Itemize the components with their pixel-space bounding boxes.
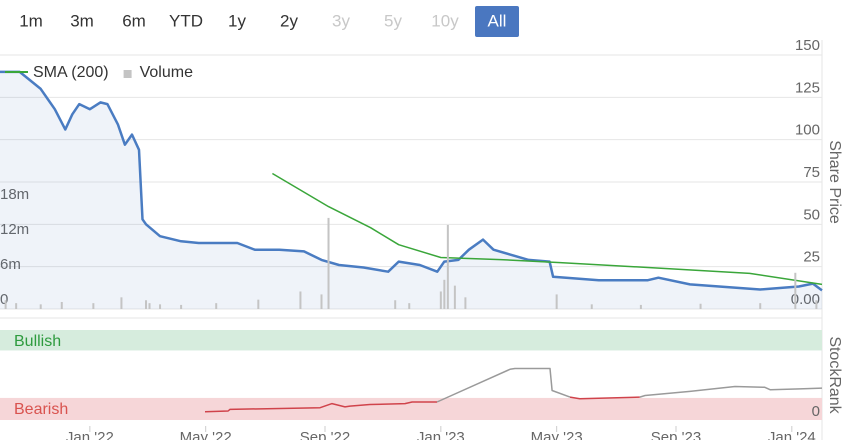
volume-bar	[299, 291, 302, 309]
x-tick-label: May '22	[180, 429, 232, 440]
range-button[interactable]: 1y	[228, 11, 246, 30]
x-tick-label: Jan '22	[66, 429, 114, 440]
volume-bar	[180, 304, 183, 309]
y-tick-label: 0.00	[791, 291, 820, 308]
range-button: 10y	[431, 11, 459, 30]
legend-label: Volume	[140, 64, 193, 81]
series-line	[436, 367, 823, 403]
volume-bar	[148, 303, 151, 309]
range-button[interactable]: YTD	[169, 11, 203, 30]
volume-bar	[257, 299, 260, 309]
y2-tick-label: 18m	[0, 186, 29, 203]
volume-bar	[145, 300, 148, 309]
price-area	[0, 71, 822, 310]
range-button[interactable]: 3m	[70, 11, 94, 30]
band-label: Bearish	[14, 401, 68, 418]
volume-bar	[464, 297, 467, 309]
volume-bar	[320, 294, 323, 309]
volume-bar	[699, 303, 702, 309]
band-label: Bullish	[14, 333, 61, 350]
volume-bar	[443, 279, 446, 309]
volume-bar	[327, 217, 330, 309]
y-axis-title: StockRank	[826, 336, 843, 414]
range-button-bg[interactable]	[475, 6, 519, 37]
y-tick-label: 0	[812, 403, 820, 420]
volume-bar	[60, 301, 63, 309]
legend-label: SMA (200)	[33, 64, 109, 81]
volume-bar	[39, 304, 42, 309]
volume-bar	[120, 297, 123, 309]
x-tick-label: Jan '24	[768, 429, 816, 440]
x-tick-label: Sep '22	[300, 429, 350, 440]
x-tick-label: Jan '23	[417, 429, 465, 440]
volume-bar	[555, 294, 558, 309]
volume-bar	[15, 303, 18, 309]
volume-bar	[92, 303, 95, 309]
volume-bar	[446, 224, 449, 309]
volume-bar	[759, 303, 762, 309]
x-tick-label: May '23	[531, 429, 583, 440]
range-button: 3y	[332, 11, 350, 30]
volume-bar	[215, 303, 218, 309]
y-tick-label: 25	[803, 249, 820, 266]
volume-bar	[794, 272, 797, 309]
volume-bar	[815, 300, 818, 309]
volume-bar	[590, 304, 593, 309]
volume-bar	[159, 304, 162, 309]
volume-bar	[639, 304, 642, 309]
range-button: 5y	[384, 11, 402, 30]
y-tick-label: 100	[795, 122, 820, 139]
range-button[interactable]: 1m	[19, 11, 43, 30]
volume-bar	[453, 285, 456, 309]
band	[0, 397, 822, 420]
y2-tick-label: 0	[0, 291, 8, 308]
y-tick-label: 150	[795, 37, 820, 54]
series-line	[204, 396, 640, 413]
y-tick-label: 75	[803, 164, 820, 181]
y2-tick-label: 6m	[0, 256, 21, 273]
range-button[interactable]: All	[488, 11, 507, 30]
y-axis-title: Share Price	[826, 140, 843, 224]
volume-bar	[394, 300, 397, 309]
series-line	[0, 70, 823, 292]
range-button[interactable]: 2y	[280, 11, 298, 30]
volume-bar	[439, 291, 442, 309]
legend-symbol	[123, 70, 132, 78]
band	[0, 330, 822, 351]
volume-bar	[408, 303, 411, 309]
volume-bar	[4, 300, 7, 309]
y2-tick-label: 12m	[0, 221, 29, 238]
range-button[interactable]: 6m	[122, 11, 146, 30]
series-line	[272, 172, 823, 286]
y-tick-label: 50	[803, 206, 820, 223]
y-tick-label: 125	[795, 79, 820, 96]
x-tick-label: Sep '23	[651, 429, 701, 440]
